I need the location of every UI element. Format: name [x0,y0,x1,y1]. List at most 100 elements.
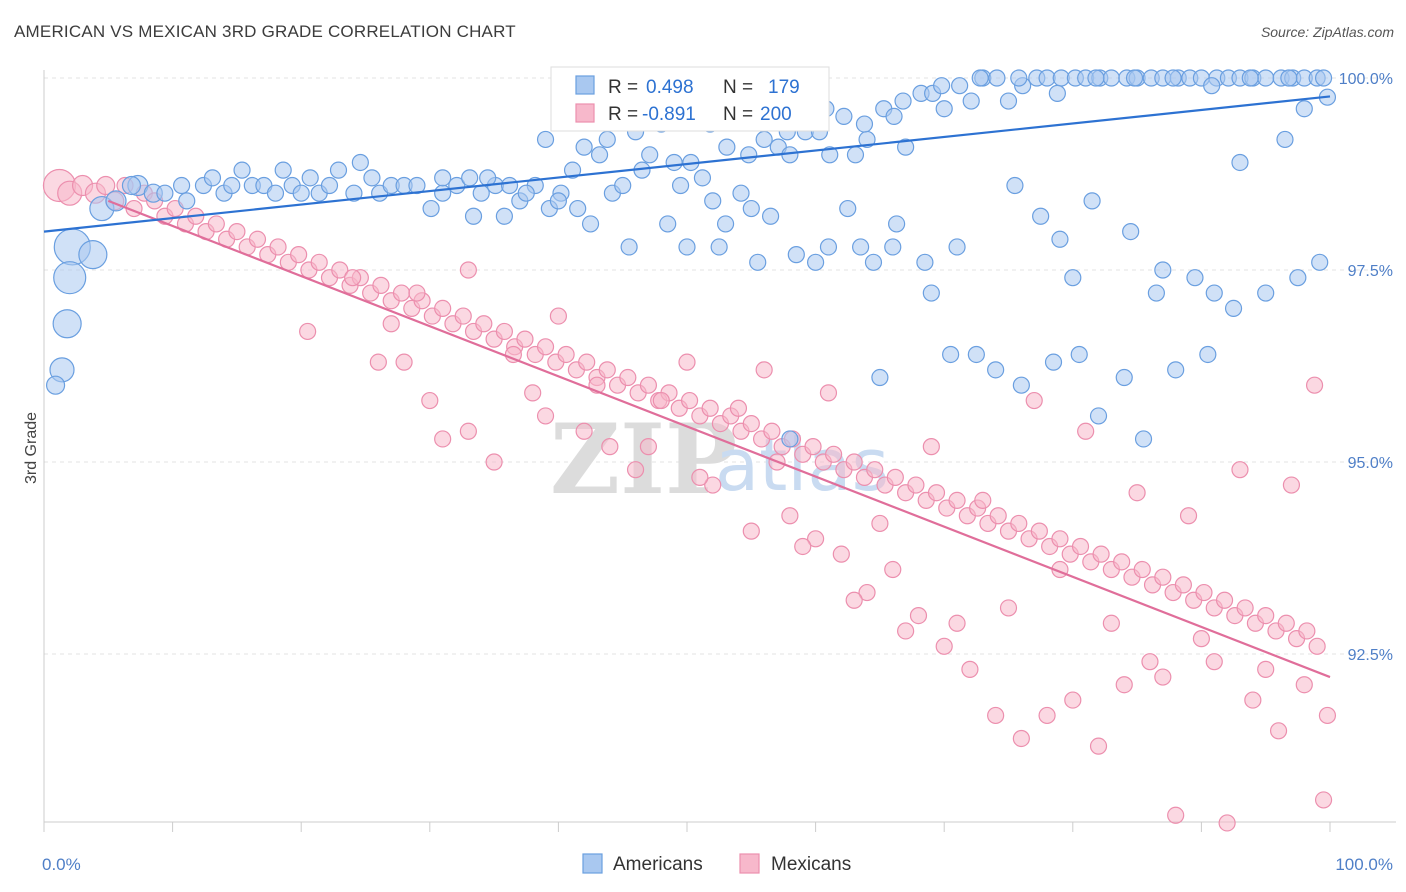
americans-point-27 [320,176,339,195]
mexicans-point-93 [1010,514,1028,533]
mexicans-point-83 [907,476,925,494]
mexicans-point-57 [639,376,658,394]
americans-point-123 [1083,192,1101,210]
mexicans-point-145 [909,606,928,625]
series-mexicans [42,168,1337,832]
americans-point-142 [884,238,902,256]
mexicans-point-31 [372,276,390,294]
chart-title: AMERICAN VS MEXICAN 3RD GRADE CORRELATIO… [14,22,516,41]
mexicans-point-178 [459,261,477,279]
mexicans-point-101 [1092,545,1110,563]
mexicans-point-175 [344,269,362,287]
americans-point-28 [329,161,348,179]
bottom-legend: Americans Mexicans [582,853,851,875]
americans-point-174 [1164,69,1182,87]
americans-point-60 [732,184,750,202]
y-tick-label-2: 95.0% [1348,455,1393,472]
americans-point-139 [787,246,805,264]
americans-point-62 [755,130,773,149]
mexicans-point-162 [1318,706,1337,725]
mexicans-point-139 [755,361,773,379]
mexicans-point-137 [704,476,722,494]
mexicans-point-33 [392,284,411,302]
mexicans-point-45 [516,330,534,348]
mexicans-point-111 [1195,583,1213,602]
mexicans-point-77 [845,453,863,471]
americans-point-24 [292,184,310,202]
mexicans-point-47 [536,338,555,356]
mexicans-point-125 [395,353,413,371]
mexicans-point-25 [310,253,328,271]
mexicans-point-185 [794,537,812,556]
mexicans-point-160 [1295,676,1313,694]
mexicans-point-177 [408,284,426,302]
mexicans-point-152 [1089,737,1108,755]
mexicans-point-4 [96,175,116,196]
mexicans-point-128 [459,422,477,440]
y-tick-label-0: 100.0% [1339,71,1393,88]
americans-point-153 [1199,345,1217,364]
americans-point-13 [178,192,196,210]
mexicans-point-53 [598,361,616,379]
mexicans-point-127 [434,430,452,448]
americans-point-158 [569,199,587,218]
americans-point-115 [839,199,857,218]
mexicans-point-63 [701,399,719,417]
mexicans-point-67 [742,415,760,433]
mexicans-point-121 [1298,622,1316,640]
americans-point-111 [659,215,677,233]
americans-point-39 [461,169,479,187]
americans-point-12 [173,176,191,195]
mexicans-point-69 [763,422,781,440]
americans-point-57 [693,169,712,187]
trend-lines [43,95,1331,679]
americans-point-25 [301,169,319,187]
americans-point-116 [864,253,883,271]
mexicans-point-19 [248,230,267,248]
americans-point-157 [1311,253,1329,271]
americans-point-53 [641,146,659,164]
americans-point-113 [761,207,780,225]
americans-point-175 [1203,77,1221,95]
americans-point-107 [464,207,483,225]
americans-point-114 [806,253,825,271]
americans-point-147 [1044,353,1063,371]
americans-point-177 [1280,69,1298,87]
americans-point-37 [434,184,452,202]
americans-point-166 [855,115,874,133]
mexicans-trend-line [107,199,1331,679]
mexicans-point-97 [1051,530,1069,548]
mexicans-point-123 [299,322,317,341]
americans-point-78 [962,92,980,110]
mexicans-point-126 [421,391,439,410]
mexicans-point-124 [369,353,387,371]
americans-point-171 [1048,84,1066,102]
mexicans-point-27 [331,261,349,279]
americans-point-29 [345,184,363,202]
mexicans-point-115 [1236,599,1254,617]
americans-point-182 [1064,269,1082,287]
mexicans-point-73 [804,438,822,456]
mexicans-point-113 [1215,591,1234,609]
americans-point-55 [665,153,683,172]
americans-point-152 [1167,361,1185,379]
americans-point-144 [967,345,985,364]
mexicans-point-23 [290,246,308,264]
americans-point-124 [1122,223,1140,241]
mexicans-point-187 [897,622,915,640]
mexicans-point-173 [1282,476,1301,494]
americans-point-73 [897,138,915,156]
americans-point-117 [888,215,906,233]
americans-point-141 [852,238,870,256]
mexicans-point-15 [207,215,225,233]
legend-swatch-mexicans [575,103,595,123]
watermark-zip: ZIP [550,403,737,516]
americans-point-136 [678,238,696,256]
americans-point-134 [536,130,555,149]
mexicans-point-75 [825,445,843,463]
mexicans-point-133 [601,438,619,456]
legend-r-label-mexicans: R = [608,104,638,125]
y-tick-label-1: 97.5% [1348,263,1393,280]
americans-point-119 [948,238,966,256]
legend-swatch-americans [575,75,595,95]
